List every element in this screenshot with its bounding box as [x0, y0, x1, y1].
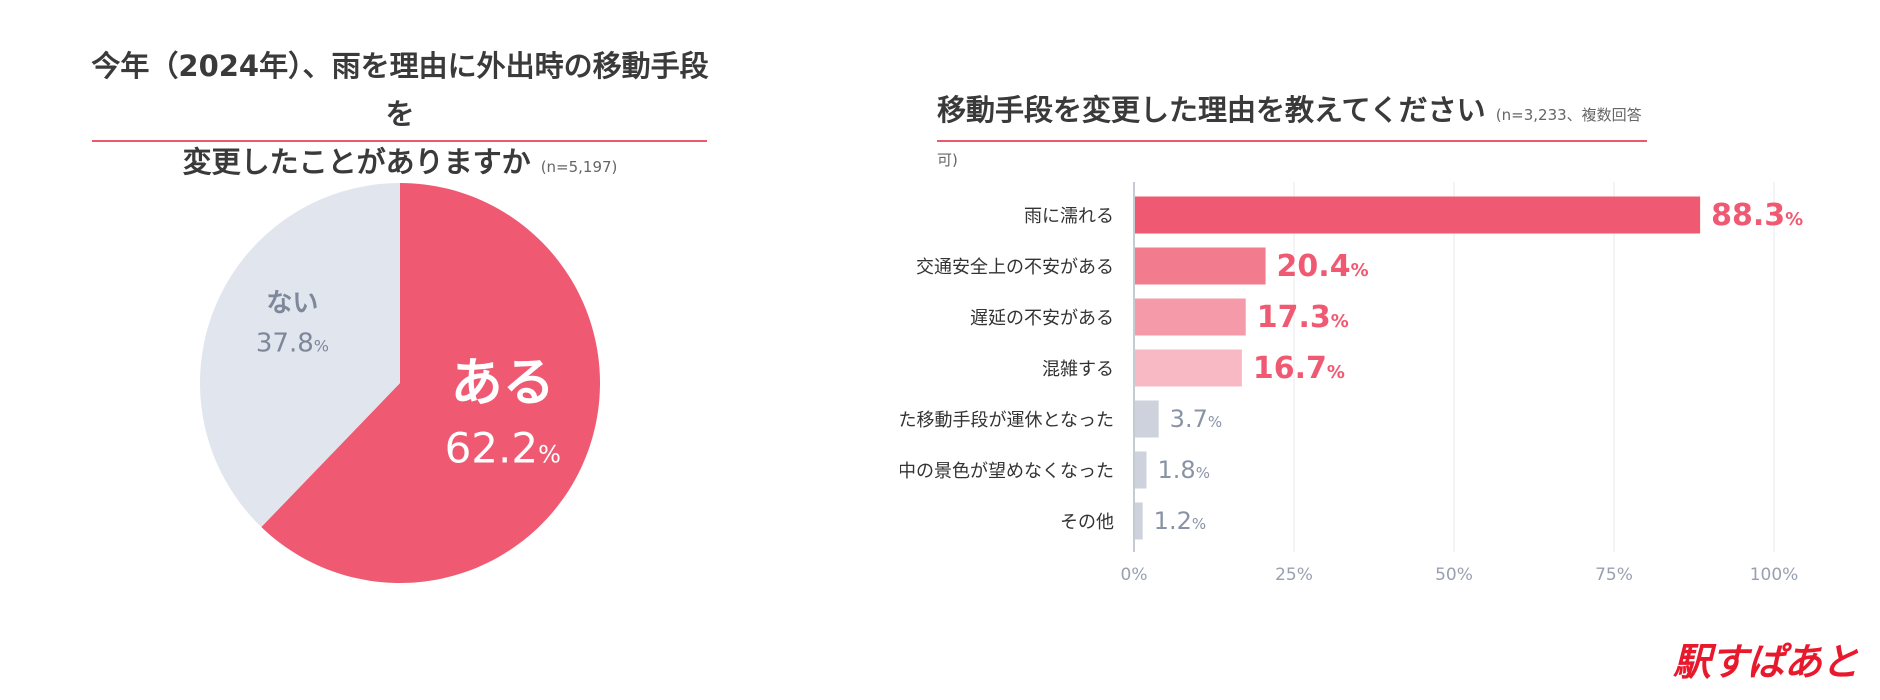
pie-sample-size: (n=5,197): [540, 158, 618, 176]
bar-value-label: 88.3%: [1711, 198, 1803, 233]
bar: [1135, 349, 1242, 387]
pie-slice-yes: [261, 183, 600, 584]
bar: [1135, 502, 1143, 540]
pie-title-underline: [92, 140, 707, 142]
bar-value-label: 1.8%: [1158, 456, 1210, 484]
bar-category-label: その他: [1060, 512, 1114, 533]
pie-value-yes: 62.2%: [445, 423, 561, 472]
pie-label-no: ない: [266, 289, 318, 319]
bar-value-label: 1.2%: [1154, 507, 1206, 535]
pie-label-yes: ある: [451, 353, 555, 413]
pie-slice-no: [200, 183, 400, 528]
bar-value-label: 16.7%: [1253, 351, 1345, 386]
bar: [1135, 196, 1701, 234]
bar-category-label: 交通安全上の不安がある: [916, 257, 1114, 278]
pie-chart: ある 62.2% ない 37.8%: [200, 183, 600, 584]
x-tick-label: 25%: [1275, 565, 1313, 585]
bar-value-label: 20.4%: [1277, 249, 1369, 284]
bar: [1135, 247, 1266, 285]
bar-category-label: 雨に濡れる: [1024, 206, 1114, 227]
x-tick-label: 100%: [1750, 565, 1799, 585]
x-tick-label: 75%: [1595, 565, 1633, 585]
pie-title-line1: 今年（2024年）、雨を理由に外出時の移動手段を: [91, 49, 709, 131]
bar-value-label: 3.7%: [1170, 405, 1222, 433]
pie-value-no: 37.8%: [256, 329, 329, 359]
bar: [1135, 298, 1246, 336]
pie-title-line2: 変更したことがありますか (n=5,197): [90, 138, 710, 191]
bar-value-label: 17.3%: [1257, 300, 1349, 335]
bar-title-underline: [937, 140, 1647, 142]
ekispert-logo: 駅すぱあと: [1672, 640, 1859, 684]
bar: [1135, 451, 1147, 489]
bar-sample-size: (n=3,233、複数回答可): [937, 106, 1642, 169]
bar-category-label: 予定していた移動手段が運休となった: [900, 410, 1114, 431]
x-tick-label: 50%: [1435, 565, 1473, 585]
bar-category-label: 遅延の不安がある: [970, 308, 1114, 329]
pie-chart-title: 今年（2024年）、雨を理由に外出時の移動手段を 変更したことがありますか (n…: [90, 42, 710, 191]
bar-category-label: 混雑する: [1042, 359, 1114, 380]
pie-title-line2-text: 変更したことがありますか: [182, 145, 531, 179]
bar-title-text: 移動手段を変更した理由を教えてください: [937, 93, 1486, 127]
x-tick-label: 0%: [1121, 565, 1148, 585]
bar-category-label: 移動中の景色が望めなくなった: [900, 461, 1114, 482]
bar: [1135, 400, 1159, 438]
bar-chart: 0% 25% 50% 75% 100% 雨に濡れる 88.3% 交通安全上の不安がある 20.4…: [900, 182, 1803, 585]
bar-chart-title: 移動手段を変更した理由を教えてください (n=3,233、複数回答可): [937, 90, 1647, 180]
